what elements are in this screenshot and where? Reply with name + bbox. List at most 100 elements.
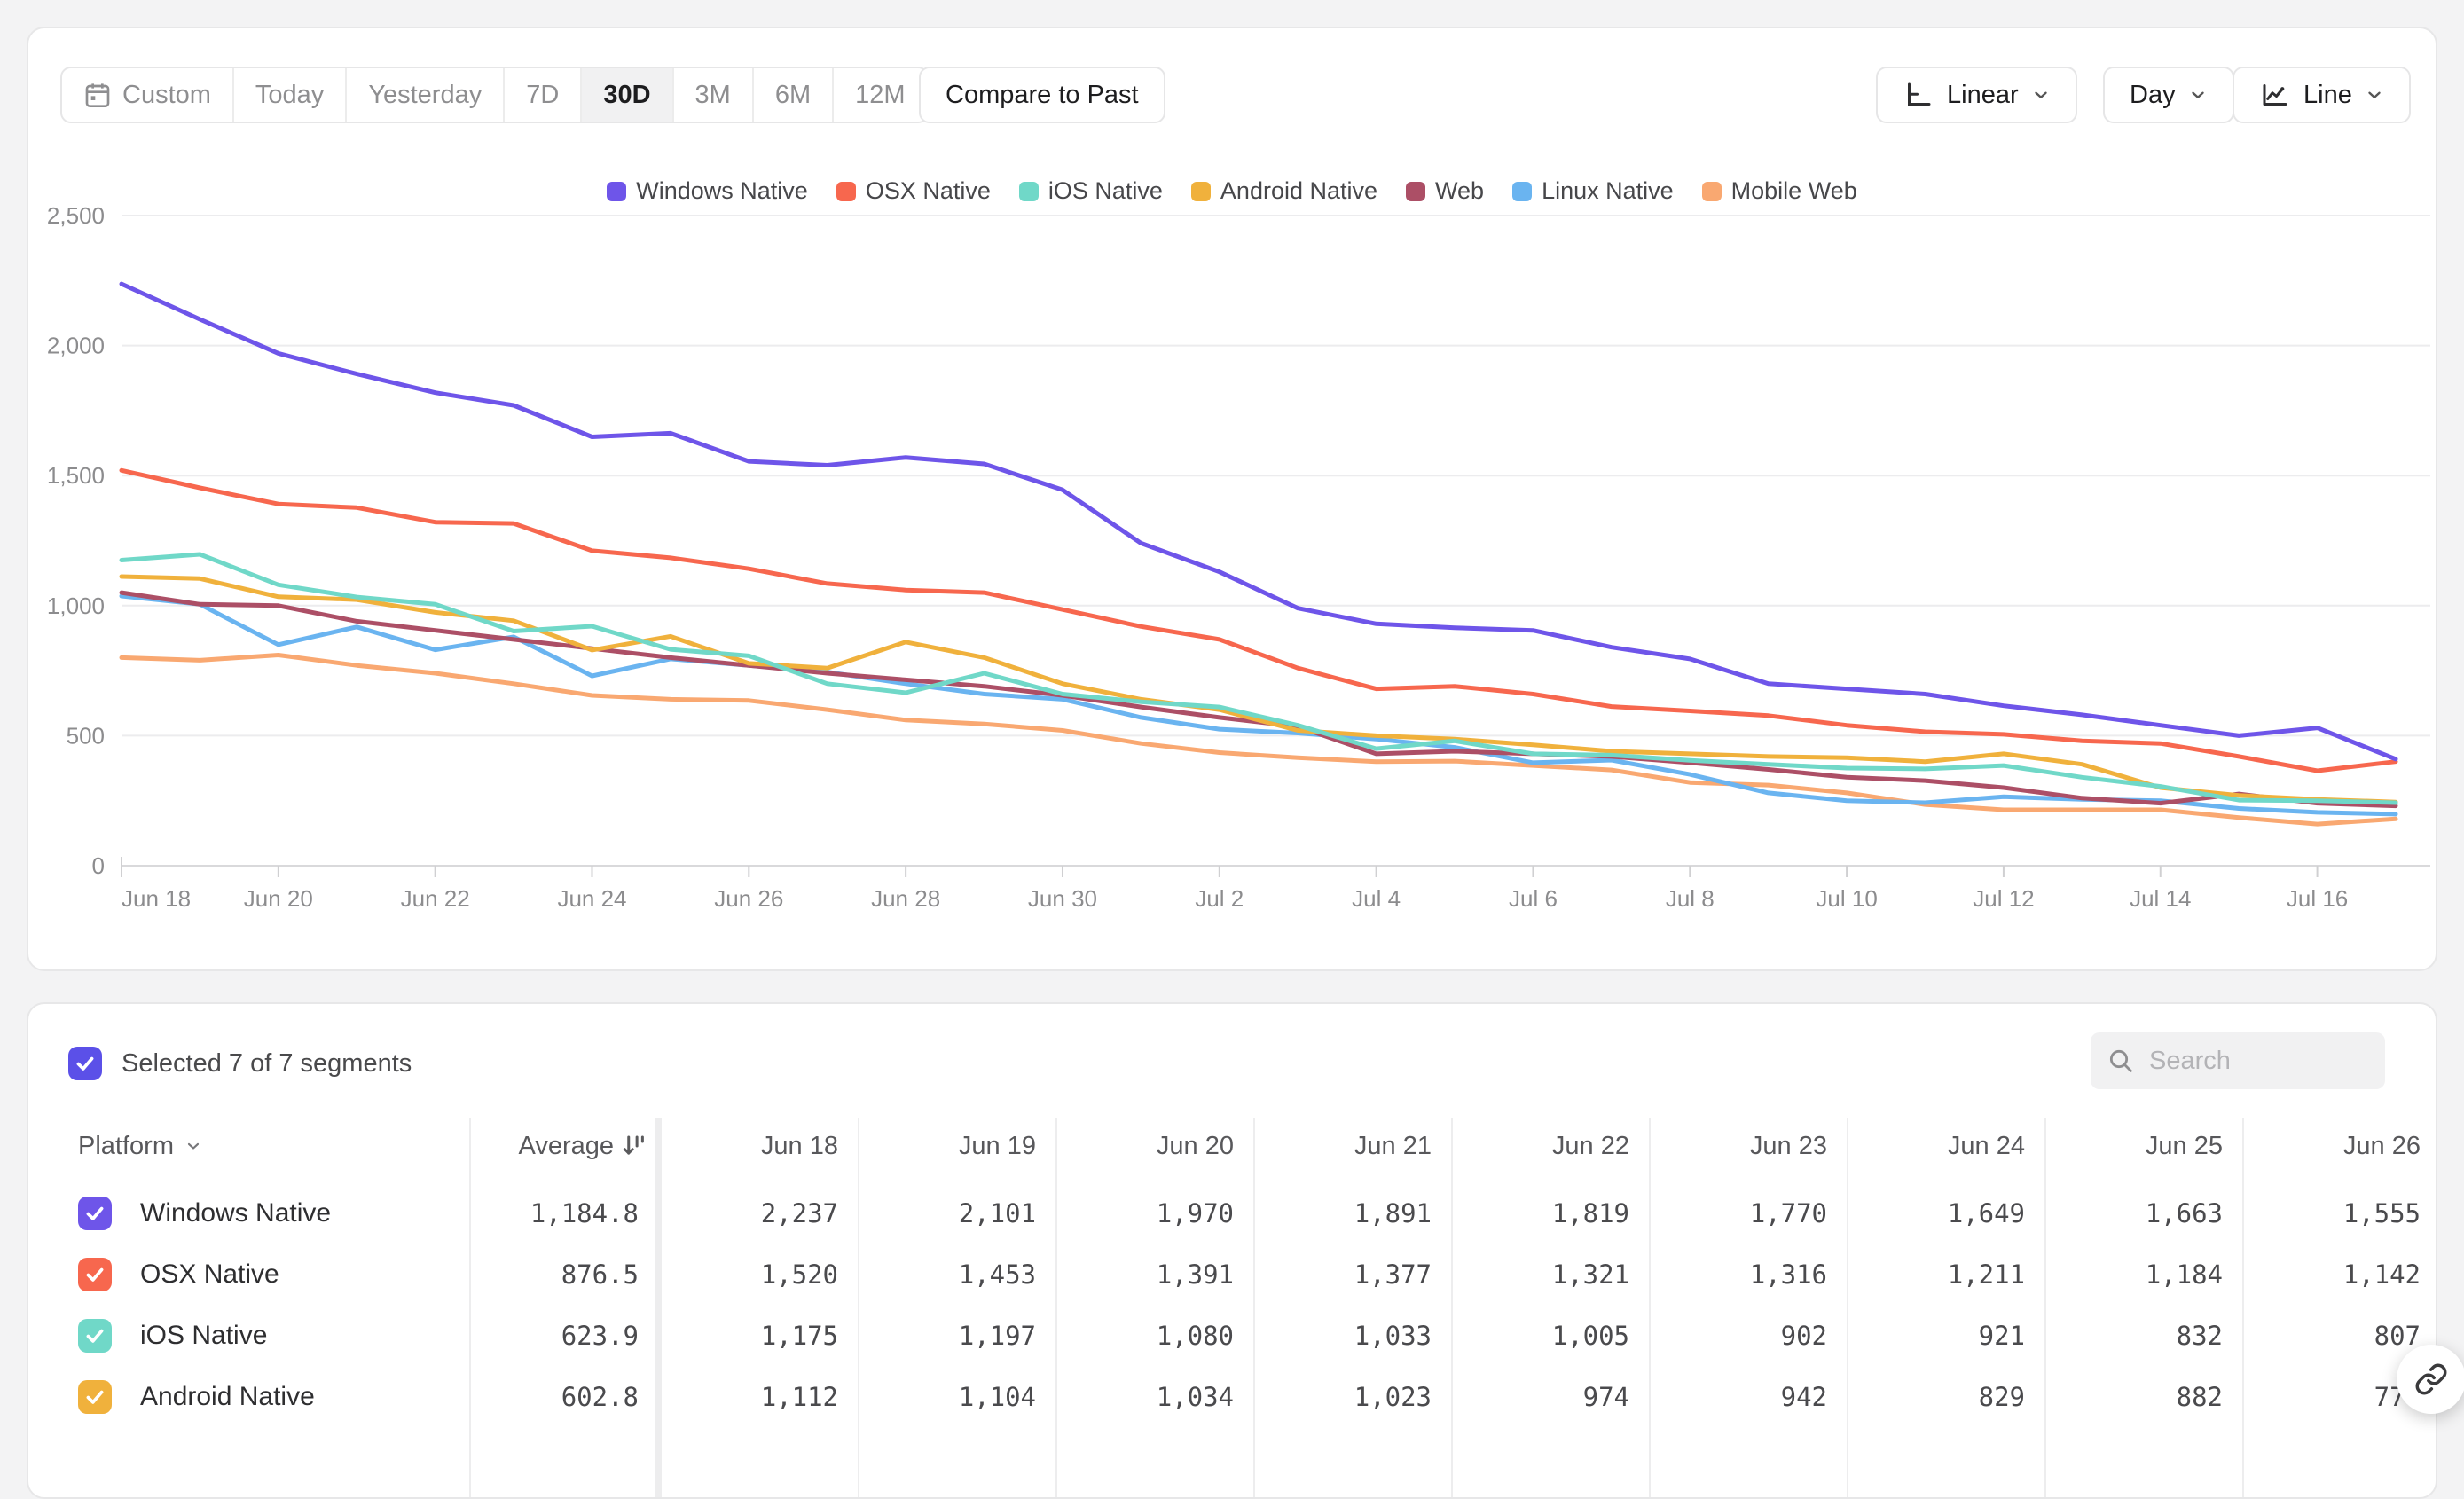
- column-header-platform[interactable]: Platform: [55, 1118, 471, 1174]
- tab-12m[interactable]: 12M: [832, 68, 926, 122]
- date-range-selector: Custom Today Yesterday 7D 30D 3M 6M 12M: [60, 67, 929, 123]
- day-value: 1,112: [760, 1381, 838, 1412]
- legend-item-ios-native[interactable]: iOS Native: [1018, 177, 1163, 205]
- segments-table: Platform Average Jun 18 Jun 19 Jun 20 Jun 21 J…: [55, 1118, 2436, 1427]
- column-divider: [469, 1118, 471, 1497]
- share-link-button[interactable]: [2397, 1345, 2464, 1414]
- column-divider: [1847, 1118, 1848, 1497]
- day-value: 942: [1780, 1381, 1827, 1412]
- select-all-checkbox[interactable]: [68, 1047, 102, 1080]
- day-value: 1,033: [1354, 1320, 1432, 1351]
- search-input[interactable]: [2147, 1045, 2346, 1077]
- tab-yesterday[interactable]: Yesterday: [345, 68, 503, 122]
- column-header-jun-22[interactable]: Jun 22: [1453, 1118, 1651, 1174]
- column-header-label: Jun 26: [2342, 1131, 2421, 1160]
- segment-checkbox[interactable]: [78, 1379, 112, 1414]
- column-header-label: Jun 21: [1354, 1131, 1432, 1160]
- average-value: 623.9: [561, 1320, 639, 1351]
- tab-3m[interactable]: 3M: [671, 68, 752, 122]
- cell-value: 1,520: [662, 1244, 859, 1305]
- column-header-jun-20[interactable]: Jun 20: [1057, 1118, 1255, 1174]
- legend-item-mobile-web[interactable]: Mobile Web: [1701, 177, 1857, 205]
- cell-value: 832: [2046, 1305, 2244, 1366]
- tab-label: 3M: [694, 80, 731, 109]
- search-box[interactable]: [2091, 1032, 2385, 1089]
- segment-label: Android Native: [140, 1381, 315, 1411]
- compare-to-past-button[interactable]: Compare to Past: [919, 67, 1165, 123]
- interval-dropdown[interactable]: Day: [2103, 67, 2234, 123]
- legend-swatch: [1512, 181, 1533, 201]
- legend-item-web[interactable]: Web: [1406, 177, 1484, 205]
- segment-checkbox[interactable]: [78, 1257, 112, 1291]
- tab-7d[interactable]: 7D: [503, 68, 580, 122]
- column-header-label: Platform: [78, 1131, 174, 1160]
- cell-value: 1,005: [1453, 1305, 1651, 1366]
- day-value: 882: [2176, 1381, 2223, 1412]
- column-header-jun-18[interactable]: Jun 18: [662, 1118, 859, 1174]
- column-header-jun-23[interactable]: Jun 23: [1651, 1118, 1848, 1174]
- cell-value: 829: [1848, 1366, 2046, 1427]
- table-row-osx-native: OSX Native 876.5 1,520 1,453 1,391 1,377 1,321…: [55, 1244, 2436, 1305]
- cell-value: 921: [1848, 1305, 2046, 1366]
- tab-6m[interactable]: 6M: [751, 68, 832, 122]
- column-header-average[interactable]: Average: [471, 1118, 662, 1174]
- cell-average: 602.8: [471, 1366, 662, 1427]
- tab-label: 7D: [526, 80, 560, 109]
- cell-value: 1,316: [1651, 1244, 1848, 1305]
- legend-label: Web: [1435, 177, 1485, 204]
- cell-value: 1,891: [1255, 1182, 1453, 1244]
- cell-value: 807: [2244, 1305, 2436, 1366]
- legend-item-osx-native[interactable]: OSX Native: [836, 177, 991, 205]
- day-value: 1,555: [2342, 1197, 2421, 1228]
- tab-label: 30D: [603, 80, 651, 109]
- column-header-label: Jun 25: [2145, 1131, 2223, 1160]
- link-icon: [2414, 1362, 2448, 1396]
- tab-label: Today: [255, 80, 325, 109]
- calendar-icon: [83, 81, 112, 109]
- cell-value: 1,453: [859, 1244, 1057, 1305]
- day-value: 1,197: [958, 1320, 1036, 1351]
- tab-30d[interactable]: 30D: [580, 68, 672, 122]
- legend-item-windows-native[interactable]: Windows Native: [607, 177, 808, 205]
- cell-value: 1,555: [2244, 1182, 2436, 1244]
- segment-checkbox[interactable]: [78, 1318, 112, 1353]
- legend-swatch: [1190, 181, 1211, 201]
- tab-label: 6M: [774, 80, 812, 109]
- column-header-label: Jun 19: [958, 1131, 1036, 1160]
- column-header-jun-21[interactable]: Jun 21: [1255, 1118, 1453, 1174]
- tab-custom[interactable]: Custom: [62, 68, 232, 122]
- column-header-jun-26[interactable]: Jun 26: [2244, 1118, 2436, 1174]
- day-value: 1,321: [1551, 1259, 1629, 1290]
- day-value: 1,080: [1156, 1320, 1234, 1351]
- scale-dropdown[interactable]: Linear: [1876, 67, 2077, 123]
- legend-swatch: [1701, 181, 1722, 201]
- column-divider: [655, 1118, 662, 1497]
- legend-item-android-native[interactable]: Android Native: [1190, 177, 1377, 205]
- day-value: 829: [1978, 1381, 2025, 1412]
- cell-value: 1,184: [2046, 1244, 2244, 1305]
- column-header-jun-19[interactable]: Jun 19: [859, 1118, 1057, 1174]
- column-header-jun-24[interactable]: Jun 24: [1848, 1118, 2046, 1174]
- chart-type-dropdown-label: Line: [2303, 80, 2352, 109]
- column-header-jun-25[interactable]: Jun 25: [2046, 1118, 2244, 1174]
- column-header-label: Jun 18: [760, 1131, 838, 1160]
- day-value: 1,891: [1354, 1197, 1432, 1228]
- cell-value: 2,101: [859, 1182, 1057, 1244]
- segment-checkbox[interactable]: [78, 1196, 112, 1230]
- day-value: 1,770: [1749, 1197, 1827, 1228]
- column-header-label: Jun 24: [1947, 1131, 2025, 1160]
- day-value: 1,649: [1947, 1197, 2025, 1228]
- column-header-label: Jun 23: [1749, 1131, 1827, 1160]
- legend-item-linux-native[interactable]: Linux Native: [1512, 177, 1674, 205]
- tab-today[interactable]: Today: [231, 68, 345, 122]
- cell-value: 1,034: [1057, 1366, 1255, 1427]
- cell-value: 902: [1651, 1305, 1848, 1366]
- cell-value: 1,970: [1057, 1182, 1255, 1244]
- cell-value: 1,649: [1848, 1182, 2046, 1244]
- day-value: 1,819: [1551, 1197, 1629, 1228]
- day-value: 1,663: [2145, 1197, 2223, 1228]
- chart-type-dropdown[interactable]: Line: [2233, 67, 2411, 123]
- column-divider: [1253, 1118, 1255, 1497]
- cell-value: 882: [2046, 1366, 2244, 1427]
- line-chart-icon: [2259, 79, 2291, 111]
